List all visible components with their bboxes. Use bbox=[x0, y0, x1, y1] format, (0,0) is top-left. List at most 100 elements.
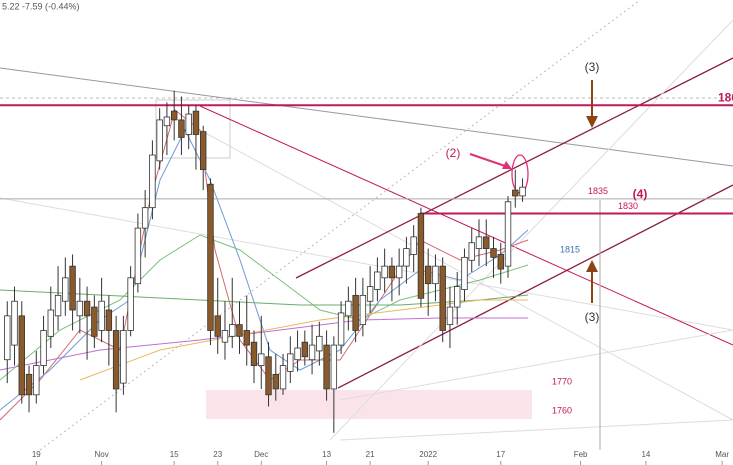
candle-body bbox=[163, 116, 171, 127]
candle-body bbox=[207, 183, 214, 331]
candle-body bbox=[345, 300, 352, 317]
candle-body bbox=[250, 341, 258, 366]
candles bbox=[4, 90, 526, 433]
candle-body bbox=[352, 294, 359, 331]
drawings bbox=[0, 0, 733, 451]
levels: 1867 1835 1830 1815 1770 1760 bbox=[0, 90, 733, 416]
candle-body bbox=[483, 236, 490, 249]
x-tick-label: 23 bbox=[213, 450, 222, 459]
candle-body bbox=[287, 353, 294, 372]
candle-body bbox=[519, 186, 526, 197]
candle-body bbox=[83, 300, 91, 317]
box bbox=[155, 99, 231, 159]
channel-line bbox=[337, 184, 733, 389]
candle-body bbox=[11, 300, 18, 346]
candle-body bbox=[178, 119, 185, 138]
candle-body bbox=[229, 324, 236, 337]
candle-body bbox=[91, 306, 98, 337]
moving-average bbox=[0, 128, 529, 411]
candle-body bbox=[279, 365, 287, 390]
trend-line bbox=[329, 19, 733, 441]
candle-body bbox=[265, 356, 272, 396]
arrow bbox=[469, 153, 509, 168]
candle-body bbox=[33, 365, 40, 396]
candle-body bbox=[112, 330, 120, 390]
level-label: 1770 bbox=[552, 376, 572, 386]
level-label: 1867 bbox=[718, 90, 733, 104]
candle-body bbox=[156, 119, 163, 162]
candle-body bbox=[221, 330, 229, 343]
candle-body bbox=[446, 306, 454, 326]
candle-body bbox=[432, 265, 439, 285]
dotted-line bbox=[39, 0, 641, 451]
wave-label: (3) bbox=[585, 60, 600, 74]
candle-body bbox=[461, 256, 468, 290]
trend-line bbox=[199, 105, 733, 346]
candle-body bbox=[512, 189, 519, 197]
candle-body bbox=[417, 213, 425, 299]
arrowhead bbox=[502, 161, 512, 169]
candle-body bbox=[76, 300, 84, 317]
candle-body bbox=[98, 300, 105, 331]
candle-body bbox=[236, 324, 243, 337]
candle-body bbox=[359, 294, 367, 326]
channel-line bbox=[295, 57, 733, 279]
wave-label: (2) bbox=[446, 146, 461, 160]
trend-line bbox=[0, 67, 733, 167]
candle-body bbox=[69, 265, 76, 311]
candle-body bbox=[54, 294, 62, 317]
candle-body bbox=[374, 271, 381, 290]
wave-label: (4) bbox=[633, 187, 648, 201]
x-tick-label: 2022 bbox=[419, 450, 437, 459]
arrowhead bbox=[586, 260, 598, 272]
candle-body bbox=[134, 227, 142, 285]
candle-body bbox=[185, 113, 192, 135]
x-tick-label: Dec bbox=[254, 450, 268, 459]
trend-line bbox=[339, 419, 733, 441]
x-tick-label: 15 bbox=[170, 450, 179, 459]
candle-body bbox=[105, 309, 113, 331]
candle-body bbox=[62, 277, 69, 302]
x-tick-label: 13 bbox=[322, 450, 331, 459]
candle-body bbox=[337, 312, 345, 346]
candle-body bbox=[323, 344, 330, 390]
candle-body bbox=[294, 347, 301, 361]
x-tick-label: 17 bbox=[496, 450, 505, 459]
x-tick-label: 21 bbox=[366, 450, 375, 459]
arrowhead bbox=[586, 116, 598, 128]
candle-body bbox=[468, 242, 475, 261]
candle-body bbox=[272, 373, 279, 390]
level-label: 1760 bbox=[552, 406, 572, 416]
candle-body bbox=[439, 265, 446, 331]
candle-body bbox=[40, 330, 47, 366]
candle-body bbox=[395, 265, 403, 279]
x-tick-label: Nov bbox=[94, 450, 108, 459]
candle-body bbox=[366, 286, 374, 302]
x-tick-label: 19 bbox=[32, 450, 41, 459]
candle-body bbox=[170, 110, 178, 121]
candle-body bbox=[301, 341, 309, 358]
wave-label: (3) bbox=[585, 310, 600, 324]
candle-body bbox=[141, 207, 149, 229]
x-tick-label: 14 bbox=[641, 450, 650, 459]
candle-body bbox=[243, 330, 250, 346]
header: 5.22 -7.59 (-0.44%) bbox=[2, 1, 80, 11]
candle-body bbox=[497, 254, 504, 270]
candle-body bbox=[490, 248, 497, 258]
candle-body bbox=[127, 277, 134, 331]
candle-body bbox=[192, 110, 200, 135]
level-label: 1835 bbox=[588, 186, 608, 196]
candle-body bbox=[388, 265, 396, 279]
candle-body bbox=[424, 265, 432, 285]
moving-average bbox=[0, 109, 529, 421]
trend-line bbox=[0, 197, 733, 331]
candle-body bbox=[316, 335, 323, 352]
candle-body bbox=[504, 201, 512, 267]
level-label: 1830 bbox=[618, 201, 638, 211]
candle-body bbox=[25, 373, 33, 396]
candle-body bbox=[454, 286, 461, 308]
candle-body bbox=[18, 315, 25, 396]
candle-body bbox=[381, 265, 388, 279]
